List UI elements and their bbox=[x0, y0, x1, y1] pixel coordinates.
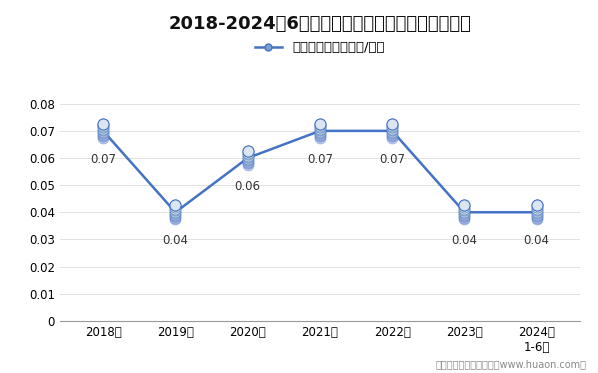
Text: 0.04: 0.04 bbox=[451, 234, 477, 247]
Title: 2018-2024年6月大连商品交易所豆粕期权成交均价: 2018-2024年6月大连商品交易所豆粕期权成交均价 bbox=[169, 15, 471, 33]
Legend: 期权成交均价（万元/手）: 期权成交均价（万元/手） bbox=[250, 36, 390, 60]
Text: 0.04: 0.04 bbox=[163, 234, 188, 247]
Text: 0.07: 0.07 bbox=[307, 153, 333, 166]
Text: 0.07: 0.07 bbox=[379, 153, 405, 166]
Text: 0.06: 0.06 bbox=[234, 180, 261, 193]
Text: 0.07: 0.07 bbox=[90, 153, 116, 166]
Text: 0.04: 0.04 bbox=[524, 234, 550, 247]
Text: 制图：华经产业研究院（www.huaon.com）: 制图：华经产业研究院（www.huaon.com） bbox=[435, 359, 586, 369]
